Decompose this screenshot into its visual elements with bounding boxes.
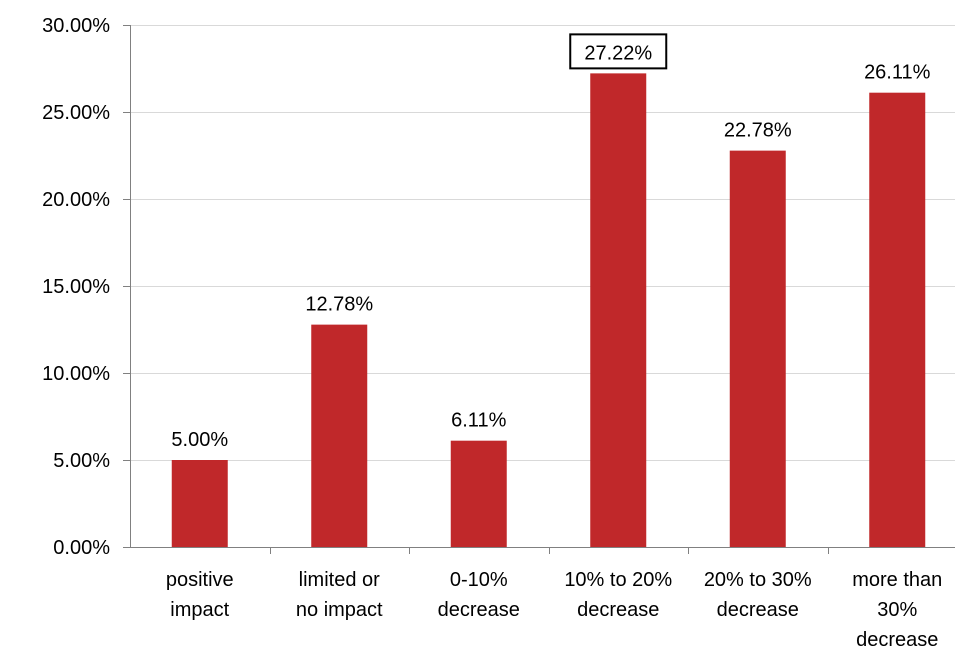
- data-label: 12.78%: [305, 294, 373, 316]
- data-label: 6.11%: [451, 410, 506, 432]
- bar: [311, 324, 368, 547]
- bar: [450, 440, 507, 547]
- bars: [171, 73, 926, 548]
- bar: [729, 150, 786, 548]
- bar: [171, 460, 228, 547]
- x-category-label: 0-10%: [450, 569, 508, 591]
- x-category-label: 20% to 30%: [704, 569, 812, 591]
- y-tick-label: 25.00%: [42, 102, 110, 124]
- x-category-label: positive: [166, 569, 234, 591]
- axes: [123, 25, 955, 554]
- y-tick-label: 0.00%: [53, 537, 110, 559]
- y-tick-label: 15.00%: [42, 276, 110, 298]
- bar: [869, 92, 926, 547]
- x-category-label: 10% to 20%: [564, 569, 672, 591]
- x-tick-labels: positive impact limited or no impact 0-10% de…: [166, 569, 942, 648]
- x-category-label: decrease: [438, 599, 520, 621]
- x-category-label: more than: [852, 569, 942, 591]
- y-tick-label: 30.00%: [42, 15, 110, 37]
- data-labels: 5.00% 12.78% 6.11% 27.22% 22.78% 26.11%: [171, 33, 931, 451]
- x-category-label: 30%: [877, 599, 917, 621]
- data-label: 5.00%: [171, 429, 228, 451]
- data-label: 27.22%: [584, 42, 652, 64]
- y-tick-label: 10.00%: [42, 363, 110, 385]
- x-category-label: decrease: [856, 629, 938, 648]
- data-label-box: [569, 33, 668, 70]
- y-tick-label: 20.00%: [42, 189, 110, 211]
- x-category-label: no impact: [296, 599, 383, 621]
- x-category-label: decrease: [717, 599, 799, 621]
- data-label: 26.11%: [864, 62, 931, 84]
- x-category-label: limited or: [299, 569, 380, 591]
- x-category-label: impact: [170, 599, 229, 621]
- bar: [590, 73, 647, 547]
- y-tick-label: 5.00%: [53, 450, 110, 472]
- y-tick-labels: 0.00% 5.00% 10.00% 15.00% 20.00% 25.00% 30.00%: [42, 15, 110, 559]
- data-label: 22.78%: [724, 120, 792, 142]
- gridlines: [130, 25, 955, 461]
- x-category-label: decrease: [577, 599, 659, 621]
